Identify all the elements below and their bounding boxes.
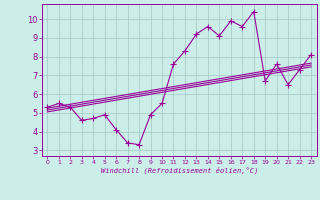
X-axis label: Windchill (Refroidissement éolien,°C): Windchill (Refroidissement éolien,°C) — [100, 167, 258, 174]
